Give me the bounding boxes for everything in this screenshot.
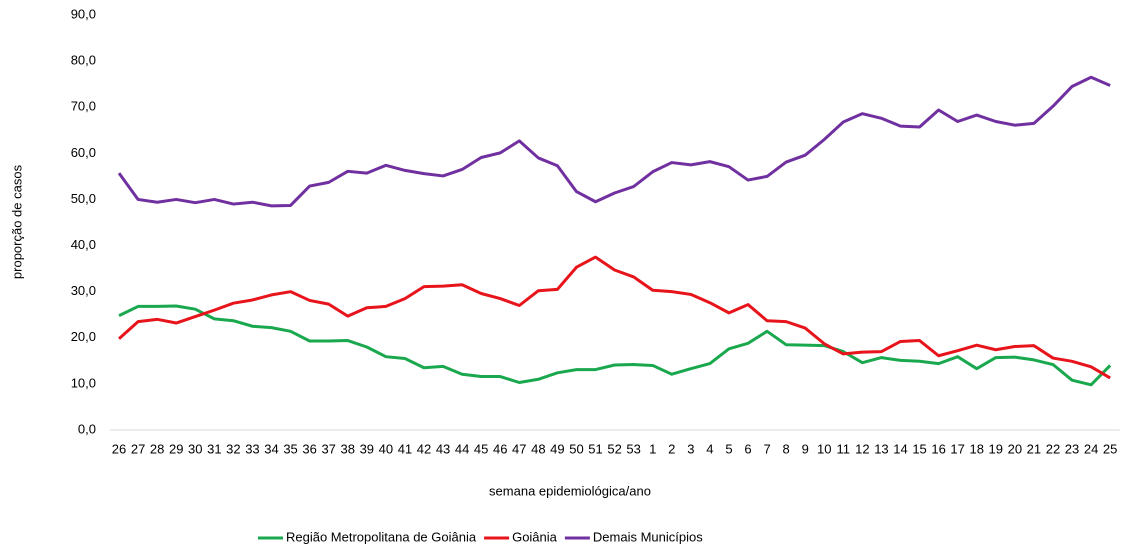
y-tick-label: 90,0: [71, 6, 96, 21]
x-tick-label: 49: [550, 441, 564, 456]
legend-label: Demais Municípios: [593, 529, 703, 544]
x-tick-label: 45: [474, 441, 488, 456]
x-tick-label: 2: [668, 441, 675, 456]
x-tick-label: 29: [169, 441, 183, 456]
y-tick-label: 10,0: [71, 375, 96, 390]
series-line: [117, 75, 1111, 208]
x-tick-label: 14: [893, 441, 907, 456]
series-line: [118, 304, 1112, 387]
y-tick-label: 70,0: [71, 99, 96, 114]
x-tick-label: 21: [1027, 441, 1041, 456]
x-tick-label: 32: [226, 441, 240, 456]
y-tick-label: 40,0: [71, 237, 96, 252]
x-tick-label: 38: [341, 441, 355, 456]
y-tick-label: 0,0: [78, 421, 96, 436]
x-tick-label: 53: [626, 441, 640, 456]
x-tick-label: 47: [512, 441, 526, 456]
x-tick-label: 16: [931, 441, 945, 456]
x-tick-label: 31: [207, 441, 221, 456]
x-tick-label: 19: [989, 441, 1003, 456]
y-tick-label: 80,0: [71, 53, 96, 68]
x-tick-label: 9: [802, 441, 809, 456]
x-tick-label: 44: [455, 441, 469, 456]
x-tick-label: 34: [264, 441, 278, 456]
y-tick-label: 60,0: [71, 145, 96, 160]
x-tick-label: 17: [950, 441, 964, 456]
x-tick-label: 33: [245, 441, 259, 456]
x-tick-label: 10: [817, 441, 831, 456]
x-tick-label: 18: [969, 441, 983, 456]
x-tick-label: 25: [1103, 441, 1117, 456]
x-tick-label: 51: [588, 441, 602, 456]
x-tick-label: 50: [569, 441, 583, 456]
x-tick-label: 8: [783, 441, 790, 456]
legend-label: Região Metropolitana de Goiânia: [286, 529, 477, 544]
x-tick-label: 1: [649, 441, 656, 456]
x-tick-label: 24: [1084, 441, 1098, 456]
legend-label: Goiânia: [512, 529, 558, 544]
y-tick-label: 20,0: [71, 329, 96, 344]
x-tick-label: 23: [1065, 441, 1079, 456]
x-tick-label: 30: [188, 441, 202, 456]
y-tick-label: 50,0: [71, 191, 96, 206]
x-tick-label: 12: [855, 441, 869, 456]
x-tick-label: 37: [321, 441, 335, 456]
x-tick-label: 15: [912, 441, 926, 456]
x-axis-label: semana epidemiológica/ano: [489, 483, 651, 498]
x-tick-label: 7: [763, 441, 770, 456]
x-tick-label: 43: [436, 441, 450, 456]
x-tick-label: 28: [150, 441, 164, 456]
x-tick-label: 40: [379, 441, 393, 456]
x-tick-label: 46: [493, 441, 507, 456]
x-tick-label: 13: [874, 441, 888, 456]
x-tick-label: 42: [417, 441, 431, 456]
x-tick-label: 26: [112, 441, 126, 456]
x-tick-label: 41: [398, 441, 412, 456]
x-tick-label: 52: [607, 441, 621, 456]
x-tick-label: 3: [687, 441, 694, 456]
y-axis-label: proporção de casos: [9, 164, 24, 279]
x-tick-label: 36: [302, 441, 316, 456]
x-tick-label: 4: [706, 441, 713, 456]
x-tick-label: 5: [725, 441, 732, 456]
x-tick-label: 11: [837, 441, 851, 456]
series-line: [118, 255, 1111, 380]
x-tick-label: 22: [1046, 441, 1060, 456]
x-tick-label: 27: [131, 441, 145, 456]
x-tick-label: 48: [531, 441, 545, 456]
y-tick-label: 30,0: [71, 283, 96, 298]
x-tick-label: 6: [744, 441, 751, 456]
x-tick-label: 35: [283, 441, 297, 456]
x-tick-label: 39: [360, 441, 374, 456]
x-tick-label: 20: [1008, 441, 1022, 456]
